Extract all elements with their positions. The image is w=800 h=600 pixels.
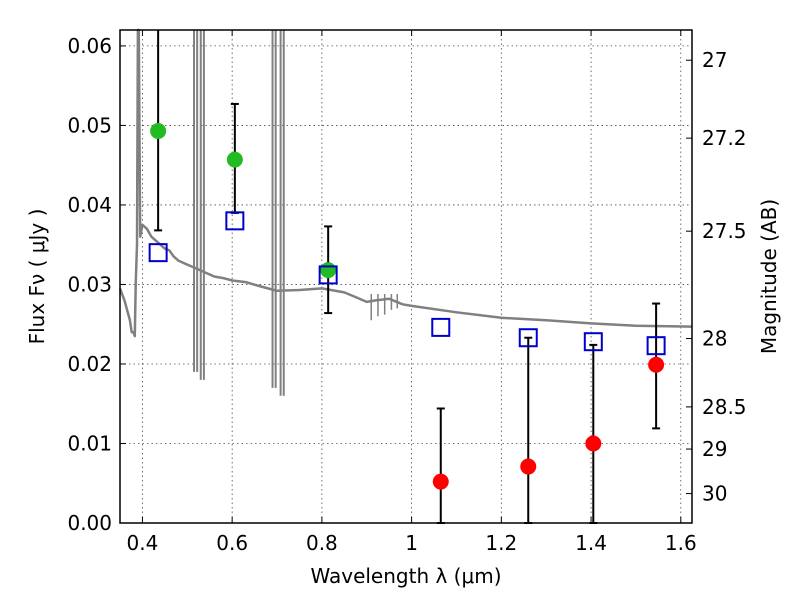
x-tick-label: 0.8 <box>306 531 338 555</box>
data-point <box>585 435 602 452</box>
right-tick-label: 27 <box>702 48 727 72</box>
right-tick-label: 30 <box>702 482 727 506</box>
model-point <box>583 332 603 352</box>
y-tick-label: 0.01 <box>67 431 112 455</box>
right-tick-label: 27.5 <box>702 219 747 243</box>
y-tick-label: 0.03 <box>67 272 112 296</box>
x-tick-label: 1.2 <box>485 531 517 555</box>
y-axis-right-label: Magnitude (AB) <box>757 199 781 354</box>
right-tick-label: 28 <box>702 327 727 351</box>
model-point <box>225 211 245 231</box>
grid-layer <box>120 30 692 524</box>
right-tick-label: 28.5 <box>702 395 747 419</box>
y-tick-label: 0.06 <box>67 34 112 58</box>
data-point <box>432 473 449 490</box>
model-point <box>318 265 338 285</box>
right-tick-label: 27.2 <box>702 126 747 150</box>
data-point <box>648 356 665 373</box>
x-tick-label: 0.4 <box>127 531 159 555</box>
y-axis-label: Flux Fν ( μJy ) <box>25 209 49 345</box>
model-point <box>431 317 451 337</box>
error-bars <box>154 30 661 524</box>
x-tick-label: 1.4 <box>575 531 607 555</box>
x-tick-label: 1 <box>405 531 418 555</box>
right-tick-label: 29 <box>702 437 727 461</box>
y-tick-label: 0.02 <box>67 352 112 376</box>
markers <box>148 122 666 490</box>
plot-frame <box>119 29 693 524</box>
model-point <box>646 336 666 356</box>
data-point <box>320 262 337 279</box>
axis-ticks: 0.4 0.6 0.8 1 1.2 1.4 1.6 0.00 0.01 0.02 0.03 0.04 0… <box>67 30 747 555</box>
x-tick-label: 0.6 <box>216 531 248 555</box>
model-point <box>518 328 538 348</box>
y-tick-label: 0.05 <box>67 113 112 137</box>
y-tick-label: 0.04 <box>67 193 112 217</box>
data-point <box>226 151 243 168</box>
y-tick-label: 0.00 <box>67 511 112 535</box>
x-tick-label: 1.6 <box>665 531 697 555</box>
data-point <box>520 458 537 475</box>
spectrum-spikes <box>193 30 399 396</box>
model-point <box>148 243 168 263</box>
data-point <box>150 122 167 139</box>
model-spectrum-line <box>118 28 693 338</box>
x-axis-label: Wavelength λ (μm) <box>310 564 501 588</box>
